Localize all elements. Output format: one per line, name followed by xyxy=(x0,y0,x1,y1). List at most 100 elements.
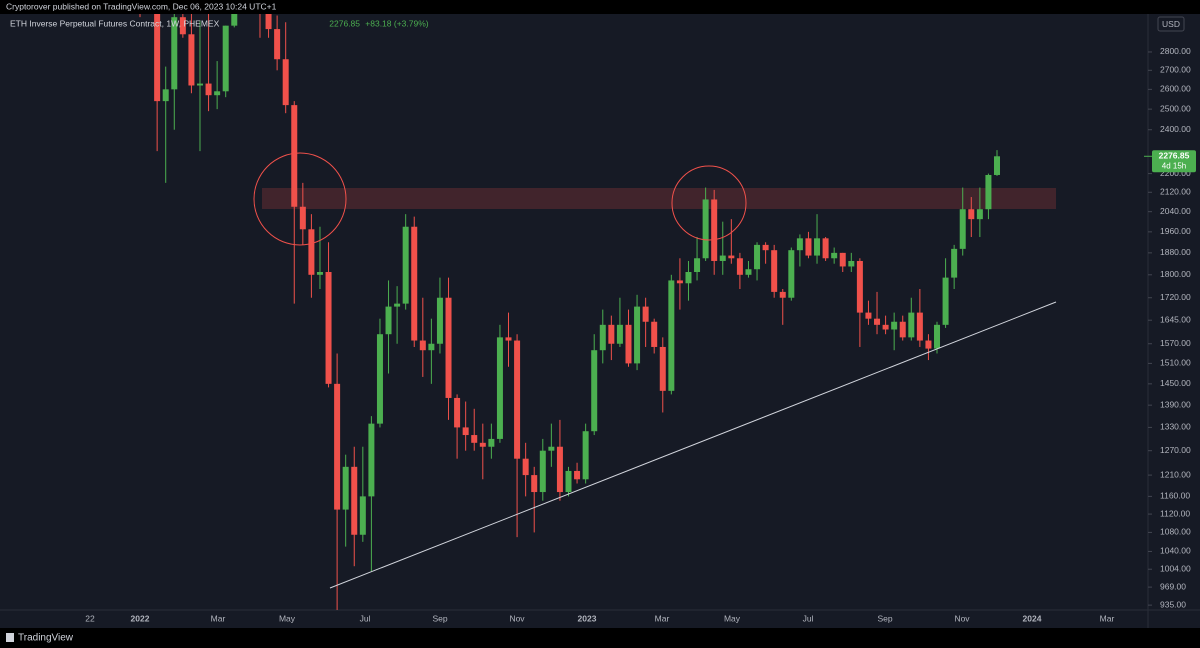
x-tick-label: 2022 xyxy=(131,613,150,623)
x-tick-label: May xyxy=(724,613,741,623)
y-tick-label: 1270.00 xyxy=(1160,445,1191,455)
candles xyxy=(139,14,1000,610)
x-tick-label: Nov xyxy=(509,613,525,623)
candle-body xyxy=(368,423,375,497)
y-tick-label: 1080.00 xyxy=(1160,527,1191,537)
candle-body xyxy=(736,258,743,275)
candle-body xyxy=(822,238,829,259)
candle-body xyxy=(462,427,469,436)
candle-body xyxy=(659,346,666,391)
candle-body xyxy=(959,209,966,249)
resistance-zone xyxy=(262,188,1056,209)
candle-body xyxy=(334,383,341,510)
candle-body xyxy=(831,252,838,259)
y-tick-label: 1800.00 xyxy=(1160,269,1191,279)
candle-body xyxy=(565,470,572,493)
candle-body xyxy=(179,17,186,35)
candle-body xyxy=(745,269,752,275)
candle-body xyxy=(196,83,203,86)
candle-body xyxy=(608,324,615,344)
candle-body xyxy=(496,337,503,439)
candle-body xyxy=(908,312,915,338)
candle-body xyxy=(582,431,589,480)
y-tick-label: 1160.00 xyxy=(1160,491,1190,501)
x-tick-label: Sep xyxy=(877,613,892,623)
candle-body xyxy=(814,238,821,256)
y-tick-label: 2400.00 xyxy=(1160,124,1191,134)
candle-body xyxy=(994,156,1000,175)
candle-body xyxy=(916,312,923,341)
candle-body xyxy=(385,306,392,335)
y-tick-label: 1004.00 xyxy=(1160,563,1191,573)
candle-body xyxy=(874,318,881,325)
legend-change: +83.18 (+3.79%) xyxy=(365,18,428,28)
x-tick-label: Mar xyxy=(211,613,226,623)
candle-body xyxy=(985,174,992,210)
candle-body xyxy=(634,306,641,364)
currency-box[interactable] xyxy=(1157,16,1185,32)
candle-body xyxy=(779,291,786,298)
candle-body xyxy=(556,446,563,493)
candle-body xyxy=(882,324,889,330)
y-tick-label: 2700.00 xyxy=(1160,65,1191,75)
candle-body xyxy=(291,105,298,207)
highlight-circle xyxy=(671,165,747,241)
candle-body xyxy=(471,435,478,443)
candle-body xyxy=(865,312,872,319)
candle-body xyxy=(428,343,435,351)
candle-body xyxy=(934,324,941,349)
candle-body xyxy=(488,438,495,447)
candle-body xyxy=(574,470,581,480)
candle-body xyxy=(419,340,426,351)
y-tick-label: 935.00 xyxy=(1160,599,1186,609)
candle-body xyxy=(479,442,486,447)
y-tick-label: 1390.00 xyxy=(1160,399,1191,409)
x-tick-label: May xyxy=(279,613,296,623)
publisher: Cryptorover published on TradingView.com… xyxy=(6,1,277,11)
candle-body xyxy=(788,250,795,298)
candle-body xyxy=(205,83,212,96)
candle-body xyxy=(771,250,778,292)
candle-body xyxy=(642,306,649,322)
candle-body xyxy=(359,496,366,535)
candle-body xyxy=(402,226,409,304)
y-tick-label: 2800.00 xyxy=(1160,46,1191,56)
candle-body xyxy=(711,199,718,261)
candle-body xyxy=(951,248,958,278)
candle-body xyxy=(308,229,315,275)
candle-body xyxy=(651,321,658,347)
candle-body xyxy=(754,244,761,270)
candle-body xyxy=(394,303,401,307)
candle-body xyxy=(231,14,238,26)
candle-body xyxy=(625,324,632,364)
y-tick-label: 1450.00 xyxy=(1160,378,1191,388)
candle-body xyxy=(976,209,983,220)
candle-body xyxy=(222,25,229,92)
y-tick-label: 1720.00 xyxy=(1160,292,1191,302)
candle-body xyxy=(376,334,383,424)
x-tick-label: Sep xyxy=(432,613,447,623)
brand: TradingView xyxy=(6,633,74,644)
currency: USD xyxy=(1162,19,1180,29)
y-tick-label: 1880.00 xyxy=(1160,247,1191,257)
last-price-box xyxy=(1152,150,1196,173)
candle-body xyxy=(848,260,855,267)
y-tick-label: 1120.00 xyxy=(1160,508,1190,518)
candle-body xyxy=(856,260,863,313)
candle-body xyxy=(839,252,846,267)
plot xyxy=(139,14,1057,610)
candle-body xyxy=(436,297,443,344)
x-tick-label: Jul xyxy=(803,613,814,623)
candle-body xyxy=(531,475,538,493)
candle-body xyxy=(325,272,332,384)
candle-body xyxy=(599,324,606,351)
candle-body xyxy=(265,14,272,30)
candle-body xyxy=(719,255,726,261)
candle-body xyxy=(968,209,975,220)
candle-body xyxy=(299,206,306,230)
brand-name: TradingView xyxy=(18,633,74,644)
candle-body xyxy=(162,89,169,102)
candle-body xyxy=(171,17,178,90)
